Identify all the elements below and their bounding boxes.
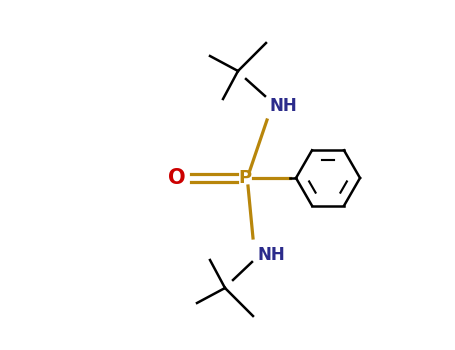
Text: O: O [168,168,186,188]
Text: P: P [238,169,252,187]
Text: NH: NH [257,246,285,264]
Text: NH: NH [269,97,297,115]
